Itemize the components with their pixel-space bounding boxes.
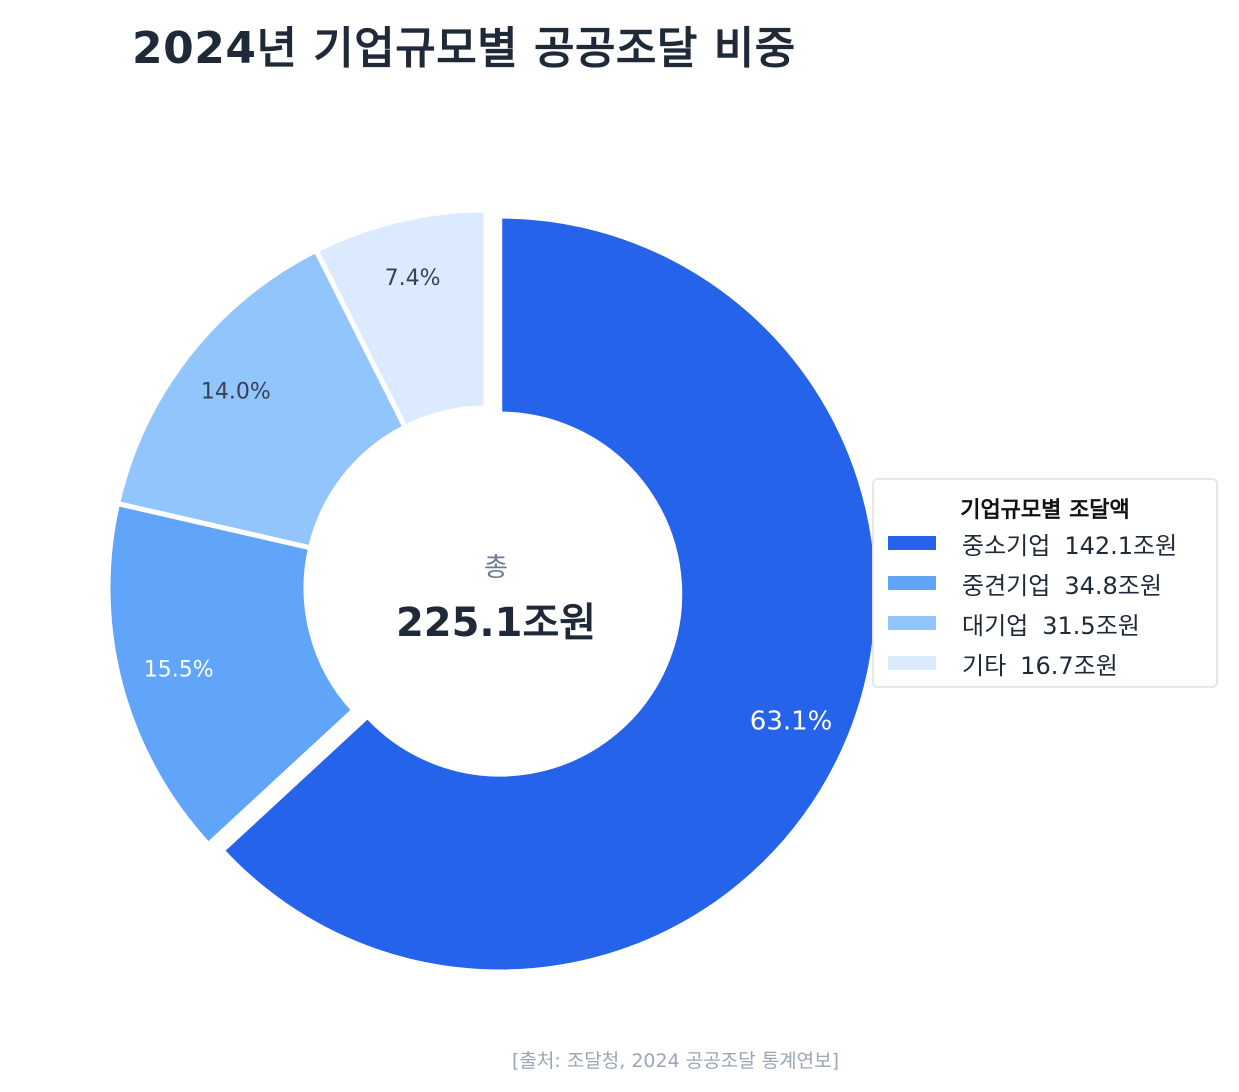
donut-slice-3 <box>114 246 409 551</box>
legend-swatch <box>888 576 936 590</box>
legend-value: 142.1조원 <box>1064 531 1178 560</box>
slice-percent-label-4: 7.4% <box>385 266 441 291</box>
legend-label: 대기업 <box>962 611 1029 640</box>
legend-swatch <box>888 656 936 670</box>
legend-item-2: 중견기업 34.8조원 <box>888 568 1162 600</box>
legend-title: 기업규모별 조달액 <box>960 498 1130 523</box>
source-note: [출처: 조달청, 2024 공공조달 통계연보] <box>512 1050 840 1072</box>
center-total: 225.1조원 <box>396 600 596 646</box>
center-label: 총 <box>484 553 508 583</box>
slice-percent-label-3: 14.0% <box>201 379 271 404</box>
legend-value: 34.8조원 <box>1064 571 1162 600</box>
slices-layer <box>105 207 881 975</box>
legend-label: 중견기업 <box>962 571 1051 600</box>
donut-slice-2 <box>105 500 358 849</box>
legend-label: 중소기업 <box>962 531 1051 560</box>
legend-value: 16.7조원 <box>1020 651 1118 680</box>
chart-title: 2024년 기업규모별 공공조달 비중 <box>132 23 796 74</box>
donut-slice-4 <box>312 207 489 431</box>
legend-item-4: 기타 16.7조원 <box>888 648 1118 680</box>
legend-value: 31.5조원 <box>1042 611 1140 640</box>
donut-slice-1 <box>218 213 881 975</box>
legend-swatch <box>888 536 936 550</box>
legend-item-3: 대기업 31.5조원 <box>888 608 1140 640</box>
legend-label: 기타 <box>962 651 1007 680</box>
slice-percent-label-2: 15.5% <box>144 657 214 682</box>
slice-labels-layer: 63.1% 15.5% 14.0% 7.4% <box>144 266 833 736</box>
legend-item-1: 중소기업 142.1조원 <box>888 528 1178 560</box>
legend-swatch <box>888 616 936 630</box>
slice-percent-label-1: 63.1% <box>750 707 833 737</box>
